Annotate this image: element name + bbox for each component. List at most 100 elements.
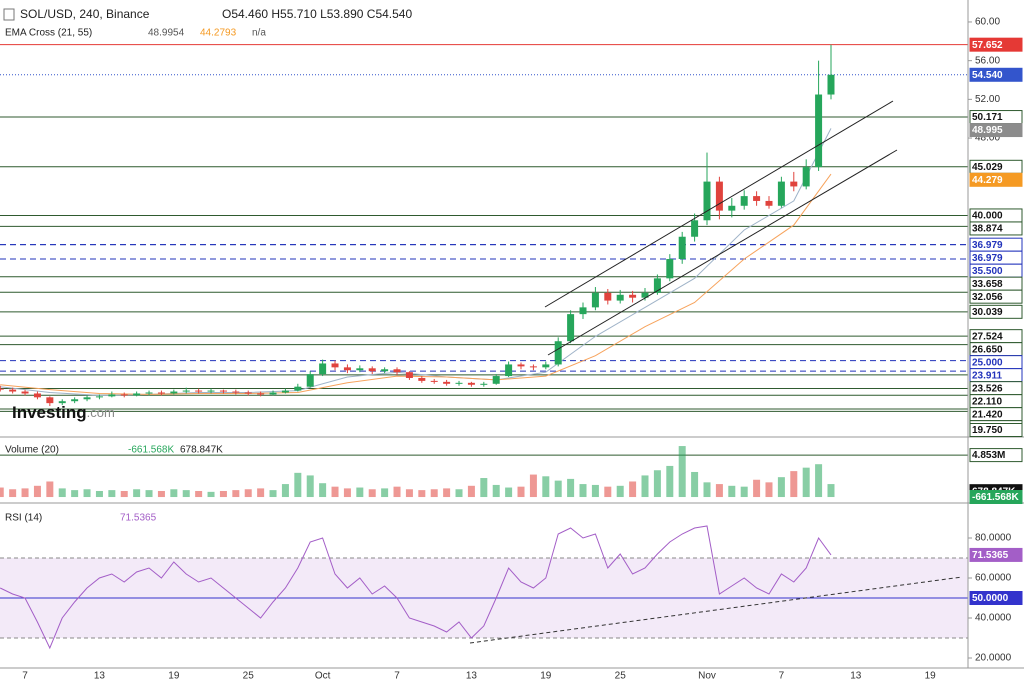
watermark-main: Investing (12, 403, 87, 422)
candle-body (294, 386, 302, 391)
indicator-value: 44.2793 (200, 28, 237, 39)
candle-body (182, 390, 190, 392)
rsi-trend-line (469, 576, 963, 644)
volume-bar (591, 484, 599, 498)
marks-layer (0, 44, 835, 650)
candle-body (629, 294, 637, 298)
axis-label-box (969, 591, 1023, 605)
axis-label-box (969, 221, 1023, 236)
volume-bar (9, 489, 17, 498)
volume-bar (666, 465, 674, 498)
axis-label-box (969, 67, 1023, 82)
volume-bar (83, 489, 91, 498)
x-tick-label: Oct (315, 671, 331, 682)
axis-label-box (969, 448, 1023, 463)
axis-label: 22.110 (972, 396, 1002, 407)
candle-body (666, 258, 674, 279)
y-tick-label: 60.0000 (975, 573, 1012, 584)
axis-label: 25.000 (972, 357, 1003, 368)
candle-body (343, 367, 351, 371)
candle-body (418, 377, 426, 381)
volume-bar (827, 484, 835, 498)
candle-body (579, 307, 587, 315)
candle-body (815, 94, 823, 168)
candle-body (703, 181, 711, 221)
candle-body (58, 401, 66, 404)
y-tick-label: 80.0000 (975, 533, 1012, 544)
candle-body (715, 181, 723, 211)
x-tick-label: 13 (850, 671, 862, 682)
volume-bar (418, 490, 426, 498)
volume-bar (641, 475, 649, 498)
candle-body (145, 392, 153, 394)
candle-body (219, 390, 227, 392)
axis-label: 26.650 (972, 344, 1003, 355)
channel-upper (544, 100, 894, 308)
axis-label-box (969, 547, 1023, 562)
candle-body (319, 363, 327, 375)
volume-bar (356, 487, 364, 498)
candle-body (393, 369, 401, 373)
candle-body (827, 74, 835, 95)
candle-body (777, 181, 785, 206)
volume-bar (195, 490, 203, 498)
y-tick-label: 56.00 (975, 55, 1000, 66)
volume-bar (492, 484, 500, 498)
volume-bar (467, 485, 475, 498)
y-tick-label: 60.00 (975, 17, 1000, 28)
volume-bar (21, 488, 29, 498)
candle-body (133, 393, 141, 396)
axis-label: 27.524 (972, 331, 1003, 342)
axis-label: 44.279 (972, 175, 1003, 186)
volume-bar (145, 490, 153, 498)
volume-bar (393, 486, 401, 498)
volume-bar (517, 486, 525, 498)
axis-label: 38.874 (972, 224, 1003, 235)
x-tick-label: 19 (540, 671, 552, 682)
volume-bar (728, 485, 736, 498)
axis-label: 21.420 (972, 409, 1003, 420)
axis-label: 33.658 (972, 279, 1003, 290)
volume-bar (71, 490, 79, 498)
axis-label: 54.540 (972, 70, 1003, 81)
volume-bar (170, 489, 178, 498)
volume-bar (753, 479, 761, 498)
volume-bar (244, 489, 252, 498)
volume-bar (443, 488, 451, 498)
volume-bar (790, 471, 798, 498)
candle-body (740, 196, 748, 206)
candle-body (33, 393, 41, 398)
volume-bar (343, 488, 351, 498)
volume-bar (0, 487, 4, 498)
candle-body (21, 391, 29, 394)
axis-label: 71.5365 (972, 550, 1009, 561)
volume-bar (331, 486, 339, 498)
axis-label: 48.995 (972, 125, 1003, 136)
symbol-icon (3, 8, 15, 21)
candle-body (269, 392, 277, 395)
candle-body (728, 205, 736, 211)
candle-body (653, 278, 661, 293)
volume-bar (802, 467, 810, 498)
candle-body (207, 390, 215, 392)
axis-label: 36.979 (972, 240, 1003, 251)
volume-bar (108, 490, 116, 498)
axis-label: 30.039 (972, 307, 1003, 318)
axis-label-box (969, 289, 1023, 304)
axis-label: 50.0000 (972, 593, 1009, 604)
volume-bar (715, 484, 723, 498)
rsi-title: RSI (14) (5, 513, 42, 524)
candle-body (120, 394, 128, 396)
volume-bar (480, 478, 488, 498)
candle-body (281, 390, 289, 393)
x-tick-label: 13 (466, 671, 478, 682)
candle-body (405, 372, 413, 378)
channel-lower (547, 149, 898, 356)
candle-body (232, 391, 240, 393)
volume-header-value: 678.847K (180, 445, 223, 456)
volume-bar (554, 480, 562, 498)
candle-body (678, 236, 686, 259)
volume-bar (815, 464, 823, 498)
candle-body (591, 292, 599, 308)
